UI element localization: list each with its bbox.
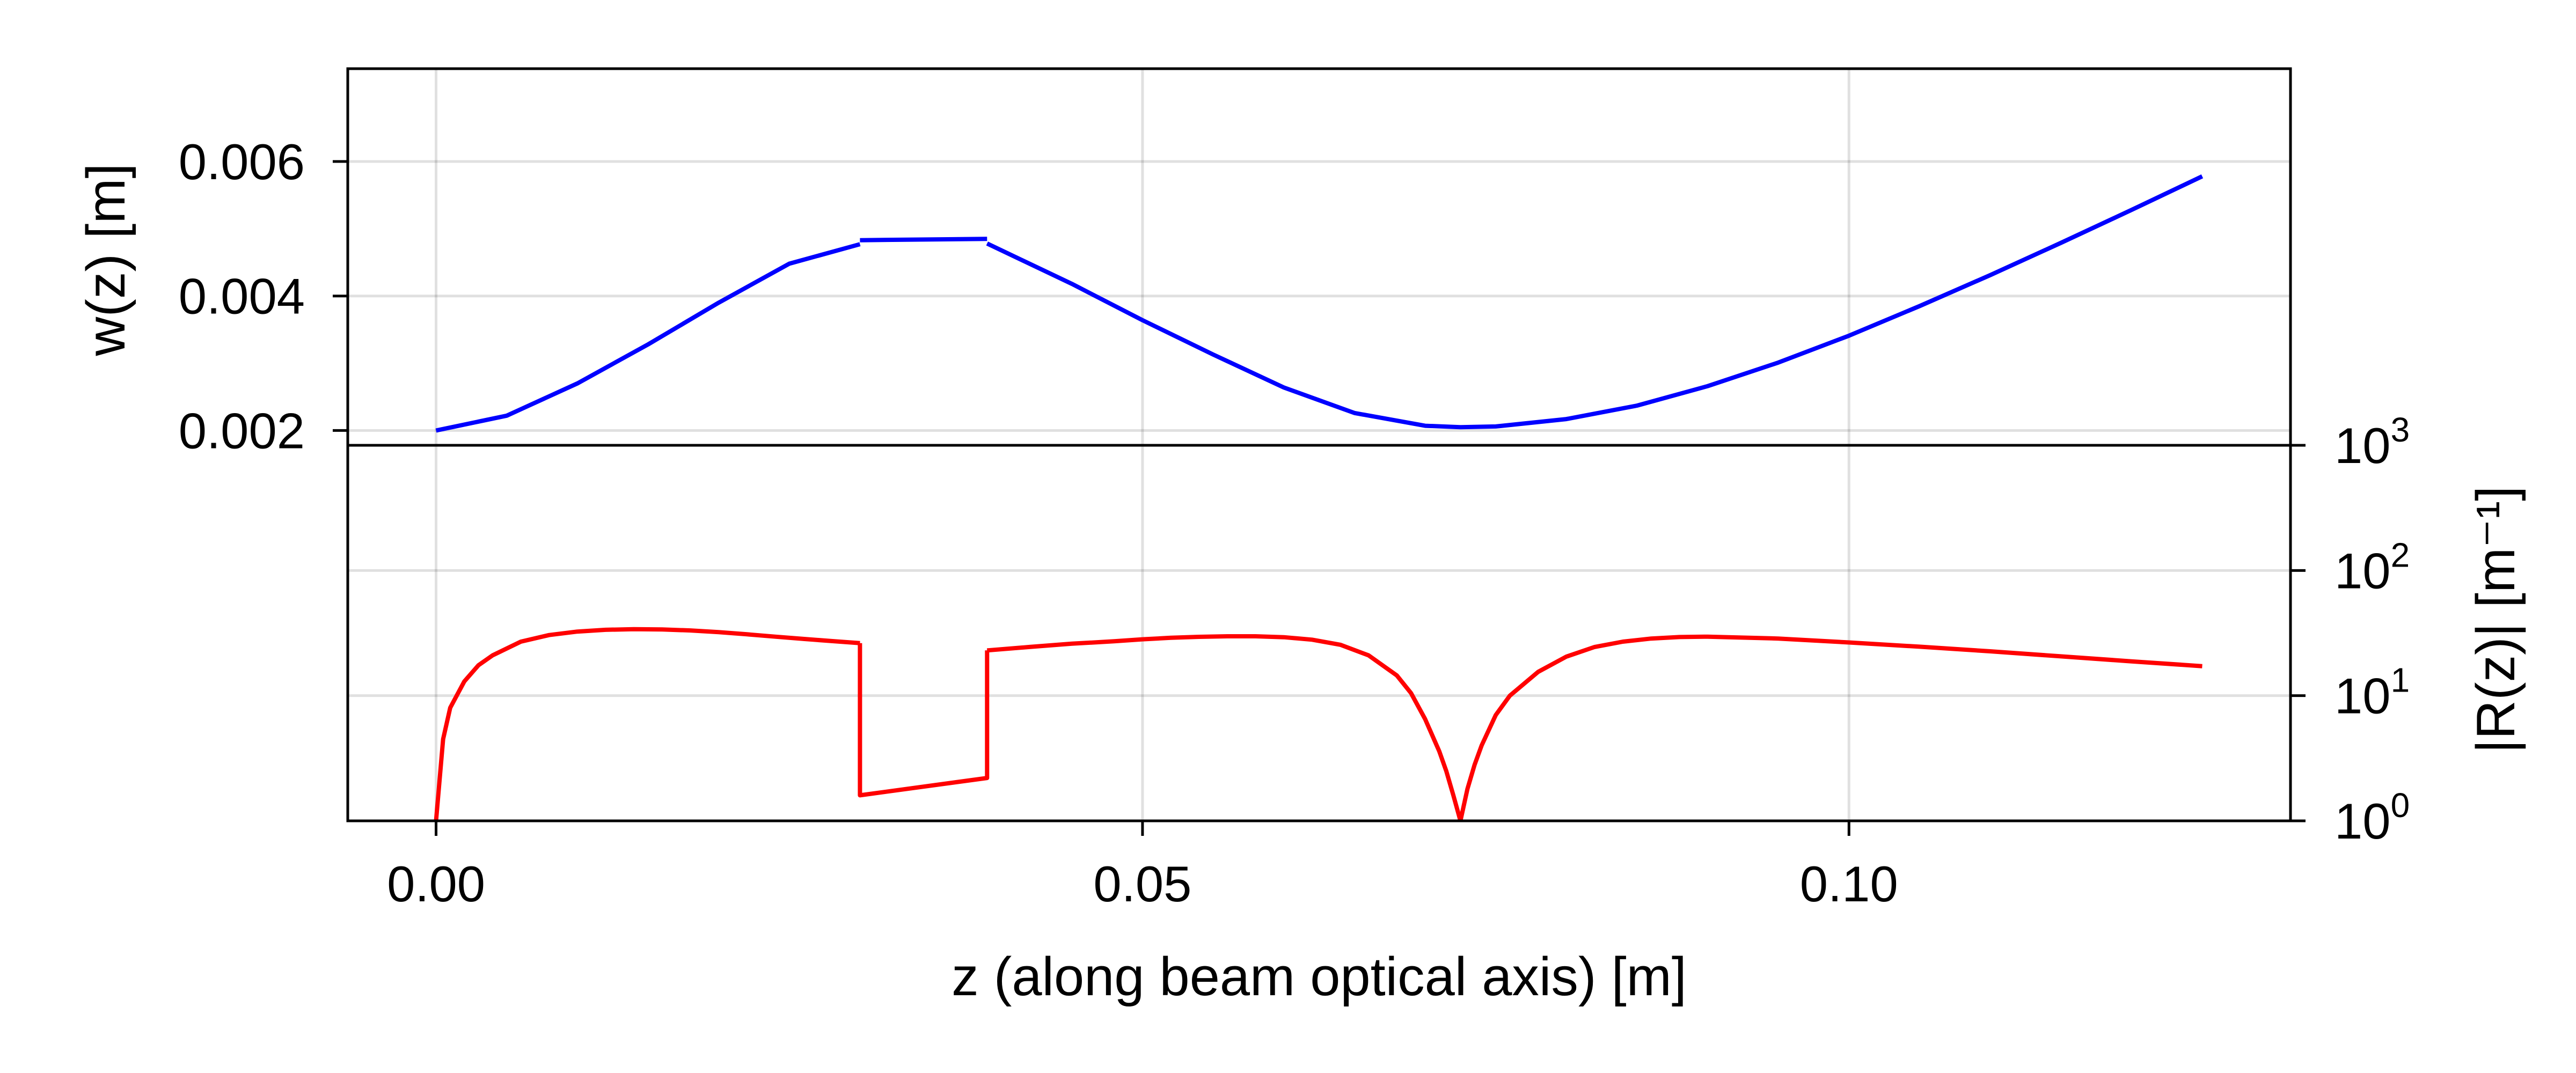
tick-marks xyxy=(333,160,2306,836)
top-series-0-segment-0 xyxy=(435,242,861,433)
top-panel-ylabel: w(z) [m] xyxy=(76,163,136,356)
top-panel-series xyxy=(435,174,2204,433)
top-ytick-label-1: 0.004 xyxy=(179,268,305,325)
x-axis-label: z (along beam optical axis) [m] xyxy=(952,947,1687,1007)
tick-labels: 0.002 0.004 0.006 100 101 102 103 0.00 0.05 0.10 xyxy=(179,134,2410,912)
bottom-panel-ylabel: |R(z)| [m⁻¹] xyxy=(2466,486,2526,753)
bottom-panel-grid xyxy=(348,445,2290,821)
panel-frames xyxy=(346,67,2292,822)
bottom-ytick-label-0: 100 xyxy=(2334,786,2410,849)
bottom-panel-frame xyxy=(346,444,2292,822)
top-panel-grid xyxy=(348,69,2290,445)
bottom-series-0-segment-2 xyxy=(986,634,1463,822)
bottom-xtick-label-0: 0.00 xyxy=(387,856,485,912)
bottom-series-0-segment-3 xyxy=(1458,634,2202,821)
top-series-0-segment-2 xyxy=(986,174,2204,430)
bottom-ytick-label-2: 102 xyxy=(2334,535,2410,599)
bottom-ytick-label-1: 101 xyxy=(2334,661,2410,724)
bottom-ytick-label-3: 103 xyxy=(2334,410,2410,474)
bottom-panel-series xyxy=(434,627,2202,822)
top-panel-frame xyxy=(346,67,2292,447)
top-ytick-label-2: 0.006 xyxy=(179,134,305,190)
bottom-xtick-label-2: 0.10 xyxy=(1800,856,1898,912)
top-series-0-segment-1 xyxy=(860,237,987,242)
bottom-series-0-segment-0 xyxy=(434,627,860,821)
top-ytick-label-0: 0.002 xyxy=(179,402,305,459)
bottom-series-0-segment-1 xyxy=(858,643,990,798)
bottom-xtick-label-1: 0.05 xyxy=(1093,856,1191,912)
